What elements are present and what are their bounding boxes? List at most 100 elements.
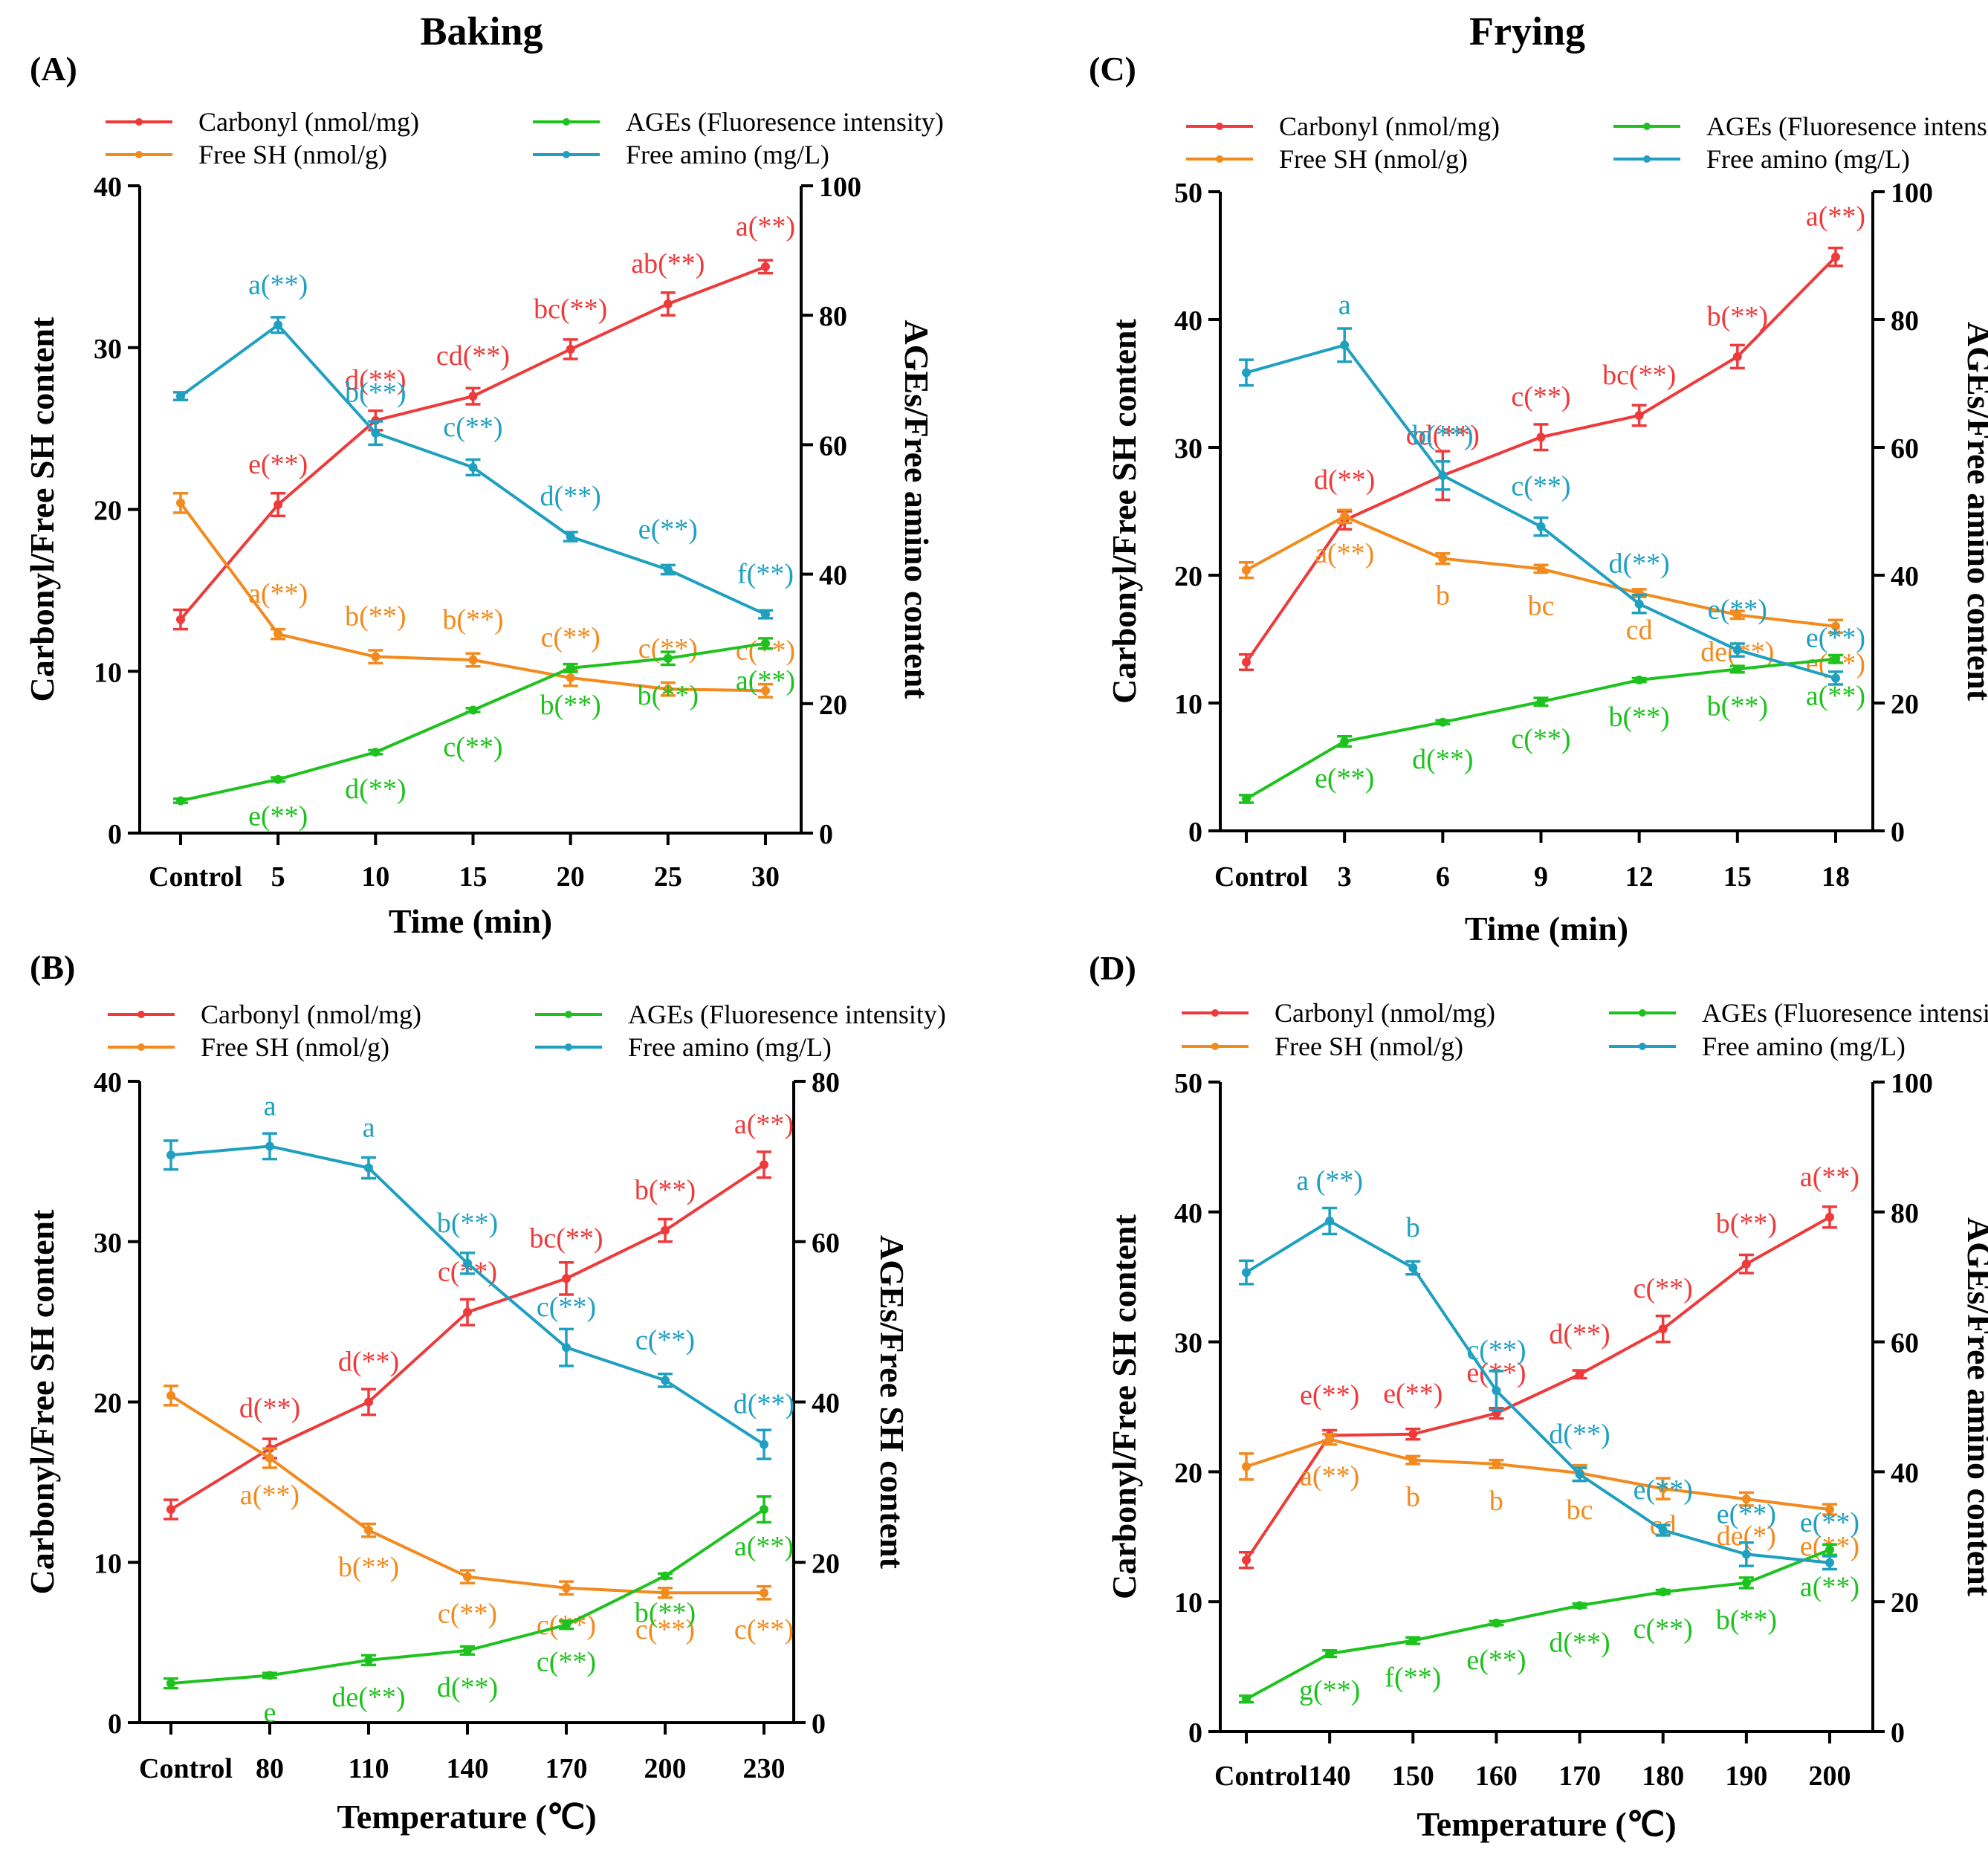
panel-label: (C) — [1089, 50, 1136, 88]
left-y-tick-label: 30 — [94, 1228, 122, 1259]
data-label-ages: de(**) — [331, 1682, 405, 1713]
data-label-free_amino: e(**) — [1806, 622, 1865, 653]
legend-marker-ages — [1643, 123, 1651, 130]
data-point-ages — [273, 774, 283, 784]
data-label-ages: d(**) — [1412, 744, 1473, 775]
right-y-tick-label: 100 — [819, 172, 861, 203]
data-point-free_amino — [1438, 470, 1448, 480]
legend-marker-free_sh — [1216, 155, 1223, 163]
data-point-ages — [166, 1679, 175, 1688]
series-line-ages — [1246, 1548, 1830, 1701]
left-y-tick-label: 40 — [1174, 1198, 1202, 1229]
data-point-free_sh — [1408, 1455, 1418, 1465]
legend-label-ages: AGEs (Fluoresence intensity) — [1706, 111, 1988, 141]
right-y-tick-label: 0 — [1891, 1717, 1905, 1749]
legend-marker-ages — [565, 1011, 572, 1018]
legend-label-carbonyl: Carbonyl (nmol/mg) — [1275, 998, 1495, 1028]
left-y-tick-label: 50 — [1174, 1068, 1202, 1099]
x-tick-label: 15 — [459, 861, 488, 893]
right-y-tick-label: 20 — [819, 690, 847, 721]
data-point-ages — [761, 638, 770, 648]
legend-label-carbonyl: Carbonyl (nmol/mg) — [201, 1000, 421, 1029]
x-axis-title: Time (min) — [389, 902, 552, 940]
data-point-free_amino — [371, 428, 381, 438]
legend-label-free_sh: Free SH (nmol/g) — [198, 140, 387, 169]
data-label-free_sh: a(**) — [240, 1480, 300, 1511]
x-tick-label: 200 — [1809, 1761, 1851, 1792]
data-point-carbonyl — [1825, 1212, 1834, 1222]
legend-label-ages: AGEs (Fluoresence intensity) — [1702, 998, 1988, 1028]
right-y-tick-label: 60 — [819, 430, 847, 462]
data-point-free_sh — [761, 686, 770, 696]
legend-label-free_amino: Free amino (mg/L) — [1706, 144, 1910, 174]
left-y-tick-label: 30 — [1174, 1328, 1202, 1359]
data-label-free_amino: b — [1406, 1212, 1420, 1243]
right-y-tick-label: 60 — [812, 1228, 840, 1259]
data-point-free_amino — [1825, 1558, 1834, 1567]
data-point-carbonyl — [1536, 433, 1546, 442]
data-point-free_amino — [265, 1142, 274, 1151]
data-label-ages: b(**) — [635, 1598, 696, 1629]
right-y-tick-label: 0 — [819, 819, 833, 850]
data-point-ages — [1658, 1587, 1668, 1597]
data-point-free_amino — [661, 1376, 670, 1385]
data-label-carbonyl: a(**) — [1806, 201, 1865, 233]
data-label-free_amino: a (**) — [1296, 1165, 1363, 1196]
data-point-carbonyl — [1634, 411, 1644, 420]
right-y-tick-label: 40 — [812, 1388, 840, 1419]
data-label-free_sh: c(**) — [438, 1599, 497, 1630]
data-point-free_amino — [1242, 1268, 1251, 1278]
right-y-tick-label: 40 — [1891, 561, 1919, 592]
data-label-carbonyl: a(**) — [734, 1109, 794, 1140]
data-point-carbonyl — [1658, 1324, 1668, 1334]
data-point-free_amino — [663, 565, 673, 574]
data-point-free_sh — [1741, 1495, 1751, 1504]
data-point-carbonyl — [176, 615, 185, 624]
legend-label-free_amino: Free amino (mg/L) — [1702, 1032, 1906, 1061]
data-point-free_sh — [1825, 1505, 1834, 1515]
data-label-free_sh: c(**) — [734, 1614, 794, 1645]
header-baking: Baking — [420, 9, 543, 54]
data-point-free_amino — [364, 1163, 373, 1173]
data-point-free_amino — [566, 532, 575, 542]
data-point-free_amino — [1741, 1550, 1751, 1559]
legend-label-free_amino: Free amino (mg/L) — [628, 1032, 832, 1062]
left-y-tick-label: 0 — [1188, 1717, 1202, 1749]
legend-label-free_sh: Free SH (nmol/g) — [1275, 1032, 1463, 1061]
data-label-ages: d(**) — [437, 1672, 498, 1703]
data-label-free_sh: b — [1489, 1486, 1503, 1517]
right-y-tick-label: 20 — [1891, 1587, 1919, 1619]
x-axis-title: Temperature (℃) — [1416, 1805, 1676, 1843]
data-point-free_amino — [1492, 1386, 1501, 1396]
data-label-carbonyl: bc(**) — [534, 294, 607, 325]
data-label-carbonyl: bc(**) — [529, 1223, 603, 1254]
left-y-tick-label: 50 — [1174, 178, 1202, 209]
data-point-ages — [468, 705, 478, 715]
data-point-free_amino — [1536, 522, 1546, 531]
header-frying: Frying — [1469, 9, 1585, 54]
data-label-ages: e(**) — [1466, 1645, 1526, 1676]
left-y-tick-label: 20 — [94, 1388, 122, 1419]
left-y-tick-label: 20 — [1174, 1457, 1202, 1489]
series-line-carbonyl — [1245, 1216, 1830, 1561]
legend-label-carbonyl: Carbonyl (nmol/mg) — [198, 107, 419, 137]
data-point-carbonyl — [661, 1225, 670, 1235]
series-line-free_amino — [1245, 1219, 1830, 1564]
left-y-axis-title: Carbonyl/Free SH content — [1105, 1214, 1143, 1599]
data-label-ages: f(**) — [1385, 1662, 1441, 1694]
data-label-carbonyl: d(**) — [1314, 464, 1375, 496]
x-tick-label: 5 — [271, 861, 285, 893]
data-label-carbonyl: e(**) — [1300, 1379, 1359, 1411]
data-label-free_amino: c(**) — [1466, 1335, 1526, 1366]
data-label-carbonyl: cd(**) — [1406, 420, 1480, 451]
data-label-free_amino: c(**) — [443, 412, 502, 443]
data-label-ages: e — [264, 1697, 276, 1728]
data-point-ages — [562, 1620, 571, 1630]
data-point-free_sh — [273, 629, 283, 639]
right-y-tick-label: 0 — [812, 1709, 826, 1740]
left-y-tick-label: 30 — [1174, 433, 1202, 464]
legend-label-free_sh: Free SH (nmol/g) — [1279, 144, 1468, 174]
legend-marker-free_amino — [563, 151, 570, 158]
data-point-ages — [1575, 1601, 1584, 1610]
x-tick-label: 80 — [256, 1753, 284, 1784]
